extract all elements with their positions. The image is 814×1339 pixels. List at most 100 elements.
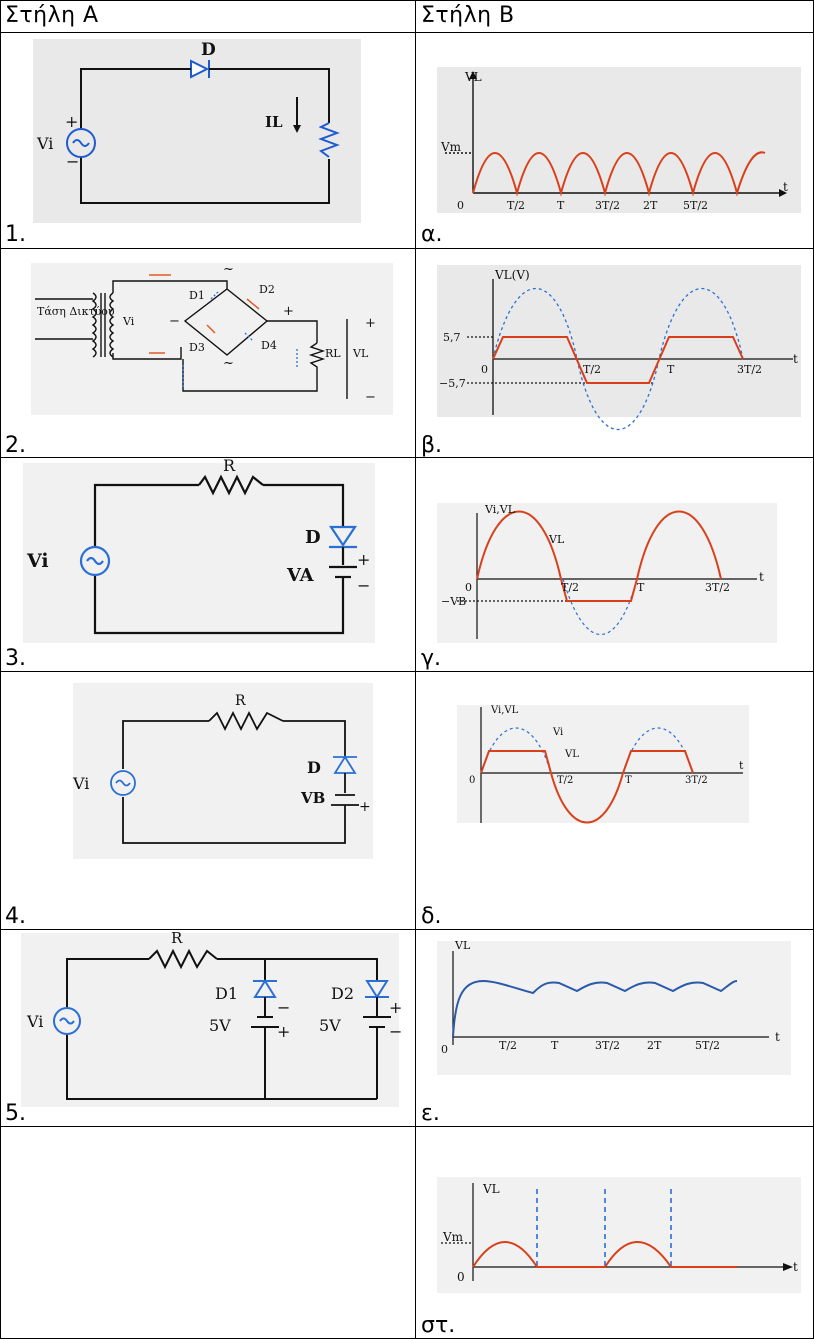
c4-source-label: Vi bbox=[72, 774, 89, 793]
c1-diode-label: D bbox=[201, 40, 216, 60]
beta-ylabel: VL(V) bbox=[494, 268, 530, 282]
c5-v1-label: 5V bbox=[209, 1016, 231, 1035]
epsilon-tick-2: T bbox=[551, 1039, 559, 1052]
graph-gamma: Vi,VL VL −VB 0 T/2 T 3T/2 t bbox=[441, 503, 764, 639]
row-5-label: 5. bbox=[5, 1101, 26, 1126]
svg-text:+: + bbox=[65, 112, 78, 131]
delta-vl: VL bbox=[564, 749, 579, 760]
delta-tick-1: T/2 bbox=[557, 775, 573, 786]
delta-tick-2: T bbox=[625, 775, 632, 786]
c5-source-label: Vi bbox=[26, 1012, 43, 1031]
beta-pos: 5,7 bbox=[443, 331, 461, 344]
beta-tick-1: T/2 bbox=[583, 363, 601, 376]
c5-d2-label: D2 bbox=[331, 984, 354, 1003]
c3-diode-label: D bbox=[305, 527, 321, 548]
svg-text:+: + bbox=[277, 1022, 290, 1041]
gamma-xlabel: t bbox=[759, 570, 764, 584]
graph-st-panel bbox=[437, 1177, 801, 1293]
delta-ylabel: Vi,VL bbox=[490, 705, 519, 716]
c4-res-label: R bbox=[235, 693, 246, 709]
st-origin: 0 bbox=[457, 1270, 465, 1284]
graph-alpha-panel bbox=[437, 67, 801, 213]
row-epsilon-label: ε. bbox=[421, 1101, 440, 1126]
row-beta-label: β. bbox=[421, 433, 443, 458]
c4-battery-label: VB bbox=[300, 789, 325, 807]
c3-res-label: R bbox=[223, 456, 236, 475]
c2-plus: + bbox=[283, 304, 294, 319]
alpha-tick-4: 2T bbox=[643, 199, 658, 212]
c2-tilde-top: ~ bbox=[223, 262, 234, 277]
graph-delta-panel bbox=[457, 705, 749, 823]
c5-d1-label: D1 bbox=[215, 984, 238, 1003]
delta-vi: Vi bbox=[552, 727, 563, 738]
svg-text:+: + bbox=[389, 998, 402, 1017]
c2-load-label: RL bbox=[325, 347, 341, 360]
row-divider bbox=[1, 1126, 813, 1127]
alpha-origin: 0 bbox=[457, 199, 464, 212]
c4-diode-label: D bbox=[307, 758, 321, 777]
epsilon-xlabel: t bbox=[775, 1030, 780, 1044]
alpha-ylabel: VL bbox=[464, 70, 482, 84]
svg-text:−: − bbox=[357, 576, 370, 595]
alpha-tick-3: 3T/2 bbox=[595, 199, 620, 212]
c2-minus: − bbox=[169, 314, 180, 329]
row-divider bbox=[1, 457, 813, 458]
svg-text:−: − bbox=[277, 998, 290, 1017]
circuit-1-diagram: D Vi IL + − bbox=[36, 40, 340, 204]
graph-epsilon-panel bbox=[437, 941, 791, 1075]
c2-tilde-bottom: ~ bbox=[223, 356, 234, 371]
graph-alpha: VL Vm 0 T/2 T 3T/2 2T 5T/2 t bbox=[440, 70, 788, 212]
row-3-label: 3. bbox=[5, 646, 26, 671]
c2-d1-label: D1 bbox=[189, 289, 205, 302]
circuit-3-panel bbox=[23, 463, 375, 643]
gamma-origin: 0 bbox=[465, 581, 472, 594]
epsilon-ylabel: VL bbox=[454, 939, 471, 952]
alpha-vm: Vm bbox=[440, 140, 462, 154]
alpha-tick-5: 5T/2 bbox=[683, 199, 708, 212]
column-b-header: Στήλη B bbox=[421, 3, 515, 28]
row-divider bbox=[1, 671, 813, 672]
c1-source-label: Vi bbox=[36, 134, 53, 153]
c5-v2-label: 5V bbox=[319, 1016, 341, 1035]
beta-origin: 0 bbox=[481, 363, 488, 376]
gamma-neg: −VB bbox=[441, 595, 466, 608]
c3-source-label: Vi bbox=[26, 550, 49, 572]
c2-vout-label: VL bbox=[352, 347, 369, 360]
circuit-2-diagram: Τάση Δικτύου Vi D1 D2 D3 D4 RL VL ~ ~ + … bbox=[35, 262, 376, 405]
row-delta-label: δ. bbox=[421, 904, 442, 929]
circuit-5-panel bbox=[21, 933, 399, 1107]
beta-neg: −5,7 bbox=[439, 377, 466, 390]
delta-tick-3: 3T/2 bbox=[685, 775, 708, 786]
svg-text:−: − bbox=[389, 1022, 402, 1041]
gamma-tick-3: 3T/2 bbox=[705, 581, 730, 594]
graph-beta: VL(V) 5,7 −5,7 0 T/2 T 3T/2 t bbox=[439, 268, 798, 431]
c2-d3-label: D3 bbox=[189, 341, 205, 354]
c2-source-label: Vi bbox=[122, 315, 135, 328]
row-alpha-label: α. bbox=[421, 222, 443, 247]
c1-current-label: IL bbox=[265, 113, 283, 131]
epsilon-tick-5: 5T/2 bbox=[695, 1039, 720, 1052]
circuit-5-diagram: R Vi D1 D2 5V 5V − + + − bbox=[26, 929, 402, 1100]
row-divider bbox=[1, 248, 813, 249]
row-1-label: 1. bbox=[5, 222, 26, 247]
delta-origin: 0 bbox=[469, 775, 475, 786]
beta-tick-3: 3T/2 bbox=[737, 363, 762, 376]
st-xlabel: t bbox=[793, 1260, 798, 1274]
alpha-xlabel: t bbox=[783, 180, 788, 194]
circuit-3-diagram: R D Vi VA + − bbox=[26, 456, 370, 635]
alpha-tick-2: T bbox=[557, 199, 565, 212]
alpha-tick-1: T/2 bbox=[507, 199, 525, 212]
column-a-header: Στήλη A bbox=[5, 3, 99, 28]
gamma-tick-2: T bbox=[637, 581, 645, 594]
graph-epsilon: VL 0 T/2 T 3T/2 2T 5T/2 t bbox=[441, 939, 780, 1056]
c2-vout-minus: − bbox=[365, 390, 376, 405]
beta-tick-2: T bbox=[667, 363, 675, 376]
c2-d4-label: D4 bbox=[261, 339, 277, 352]
beta-xlabel: t bbox=[793, 352, 798, 366]
epsilon-tick-4: 2T bbox=[647, 1039, 662, 1052]
c5-res-label: R bbox=[171, 929, 183, 947]
epsilon-tick-1: T/2 bbox=[499, 1039, 517, 1052]
row-st-label: στ. bbox=[421, 1313, 456, 1338]
row-divider bbox=[1, 32, 813, 33]
